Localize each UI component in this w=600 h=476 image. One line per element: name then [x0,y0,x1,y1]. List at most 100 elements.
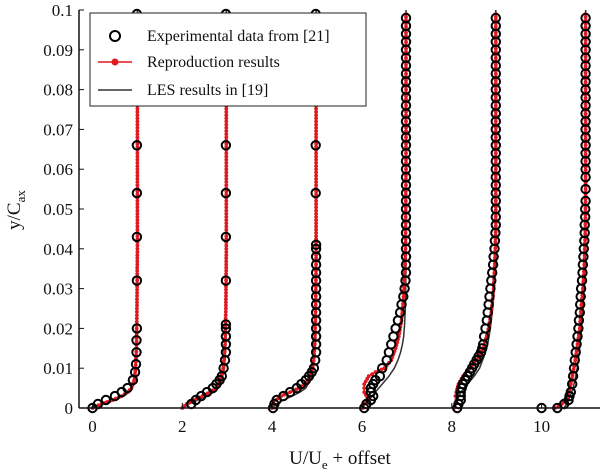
reproduction-point [379,367,384,372]
experimental-point [131,275,143,286]
reproduction-point [224,303,228,308]
reproduction-point [403,256,408,260]
reproduction-point [224,135,229,140]
reproduction-point [583,136,588,141]
reproduction-point [493,97,498,102]
reproduction-point [133,363,138,367]
reproduction-point [135,145,140,149]
reproduction-point [493,160,498,165]
reproduction-point [314,262,318,267]
reproduction-point [224,129,229,133]
reproduction-point [583,80,588,85]
reproduction-point [403,215,408,219]
x-tick-label: 8 [448,417,457,436]
reproduction-point [493,230,498,235]
reproduction-point [493,129,498,133]
reproduction-point [135,164,140,168]
reproduction-point [224,287,228,292]
reproduction-point [313,335,317,340]
legend-marker-reproduction [111,58,119,66]
reproduction-point [404,31,408,35]
reproduction-point [134,336,139,341]
legend-box [89,12,367,107]
experimental-point [580,195,591,207]
reproduction-point [583,111,588,116]
reproduction-point [402,278,407,282]
reproduction-point [135,313,139,317]
reproduction-point [493,176,498,181]
reproduction-point [574,352,579,356]
legend: Experimental data from [21] Reproduction… [89,12,367,107]
reproduction-point [135,221,140,226]
reproduction-point [223,309,228,314]
reproduction-point [583,105,588,110]
reproduction-point [135,306,139,311]
reproduction-point [314,116,318,121]
reproduction-point [224,170,229,175]
reproduction-point [404,129,408,133]
reproduction-point [493,31,498,35]
reproduction-point [493,71,498,76]
reproduction-point [135,272,140,276]
reproduction-point [224,180,229,184]
reproduction-point [224,208,229,213]
reproduction-point [493,81,498,86]
reproduction-point [581,279,586,284]
reproduction-point [134,349,139,354]
reproduction-point [493,46,498,51]
experimental-point [580,183,591,195]
reproduction-point [312,342,317,347]
y-tick-label: 0.03 [43,280,73,299]
legend-marker-experimental [109,30,121,42]
y-tick-label: 0.06 [43,160,73,179]
reproduction-point [224,160,229,165]
reproduction-point [314,173,318,178]
reproduction-point [493,167,498,172]
reproduction-point [314,110,318,114]
reproduction-point [224,259,229,264]
reproduction-point [135,106,140,111]
reproduction-point [135,176,140,181]
reproduction-point [404,141,408,146]
experimental-point [131,323,143,334]
reproduction-point [135,287,140,292]
reproduction-point [583,238,587,242]
reproduction-point [224,116,229,121]
reproduction-point [404,160,408,165]
reproduction-point [224,253,229,257]
reproduction-point [223,343,227,347]
reproduction-point [135,151,140,156]
reproduction-point [404,71,408,76]
reproduction-point [493,223,498,228]
reproduction-point [135,278,140,283]
reproduction-point [314,221,318,226]
reproduction-point [314,176,318,181]
reproduction-point [493,56,498,60]
experimental-point [220,140,232,151]
reproduction-point [493,62,498,67]
reproduction-point [135,116,140,121]
legend-label-les: LES results in [19] [147,82,268,99]
reproduction-point [314,256,318,261]
reproduction-point [404,81,408,86]
reproduction-point [493,208,498,212]
reproduction-point [579,303,584,308]
reproduction-point [314,231,318,235]
reproduction-point [224,205,229,210]
reproduction-point [224,199,229,203]
reproduction-point [135,218,140,223]
reproduction-point [224,192,229,197]
reproduction-point [403,240,408,245]
reproduction-point [221,366,226,371]
reproduction-point [135,243,140,248]
reproduction-point [582,247,587,252]
reproduction-point [404,173,408,178]
reproduction-point [404,46,408,51]
reproduction-point [224,272,229,276]
y-tick-label: 0 [65,399,74,418]
reproduction-point [135,202,140,207]
reproduction-point [583,54,588,59]
reproduction-point [314,272,318,276]
x-tick-label: 10 [533,417,550,436]
